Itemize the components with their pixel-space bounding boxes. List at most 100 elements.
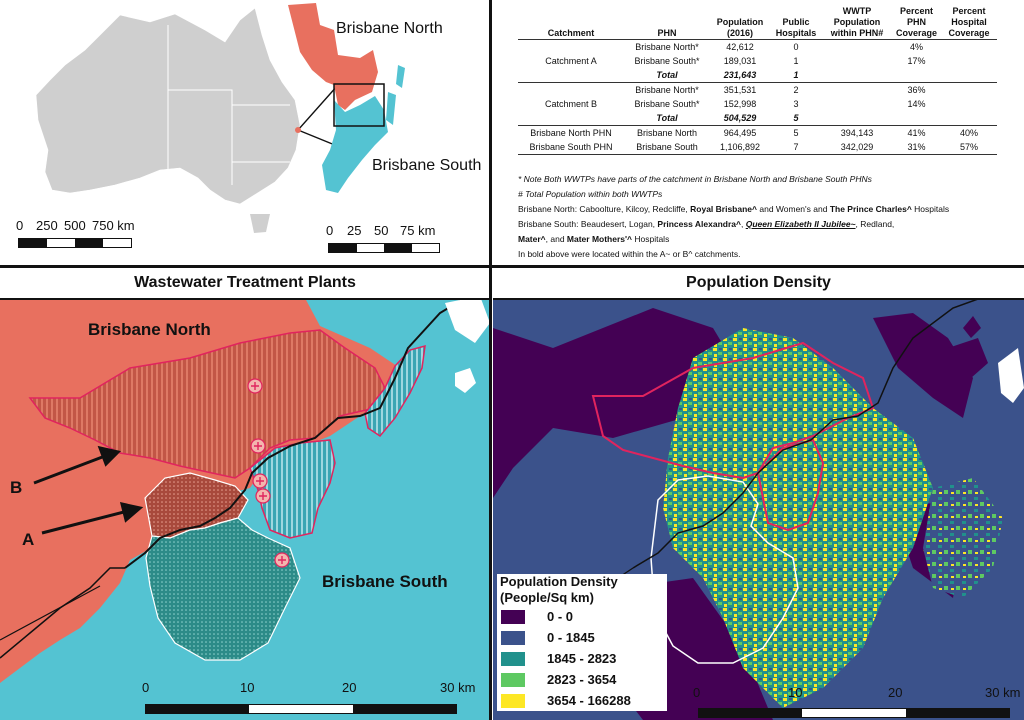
- catchment-a-label: Catchment A: [545, 56, 597, 66]
- legend-item: 0 - 1845: [497, 627, 667, 648]
- overview-scale-left-750: 750 km: [92, 218, 135, 233]
- density-low-zone: [493, 308, 743, 498]
- table-cell: 3: [793, 99, 799, 109]
- catchment-b-east: [364, 344, 426, 437]
- south-coast-line: [0, 567, 125, 659]
- table-row: Total 504,529 5: [518, 111, 997, 126]
- wwtp-scale-30: 30 km: [440, 680, 476, 695]
- table-cell: 40%: [941, 125, 998, 140]
- table-cell: 7: [793, 142, 799, 152]
- table-cell: Brisbane North*: [624, 82, 710, 97]
- internal-borders: [167, 25, 290, 185]
- note-last: In bold above were located within the A~…: [518, 249, 741, 259]
- table-cell: Brisbane North*: [635, 42, 699, 52]
- table-cell: 57%: [960, 142, 979, 152]
- table-cell: 17%: [907, 56, 926, 66]
- arrow-a-head: [119, 502, 144, 523]
- vertical-divider: [489, 0, 492, 720]
- overview-scale-right-75: 75 km: [400, 223, 436, 238]
- wwtp-map: [0, 282, 490, 720]
- density-east-land: [948, 316, 988, 378]
- horizontal-divider: [0, 265, 1024, 268]
- density-scale-0: 0: [693, 685, 701, 700]
- note-south-hospitals: Brisbane South: Beaudesert, Logan, Princ…: [518, 219, 895, 229]
- density-scale-20: 20: [888, 685, 903, 700]
- legend-swatch-3: [501, 672, 525, 687]
- table-cell: [892, 68, 941, 83]
- table-cell: Total: [656, 113, 678, 123]
- table-row: Catchment B Brisbane North* 351,531 2 36…: [518, 82, 998, 126]
- density-scale-10: 10: [788, 685, 803, 700]
- density-catchment-b-outline: [591, 341, 875, 480]
- table-cell: 231,643: [723, 70, 757, 80]
- overview-label-south: Brisbane South: [372, 157, 482, 174]
- tasmania: [250, 214, 270, 233]
- table-cell: Brisbane South: [636, 142, 698, 152]
- table-row: Catchment A Brisbane North* 42,612 0 4%: [518, 40, 997, 66]
- legend-item: 1845 - 2823: [497, 648, 667, 669]
- wwtp-label-b: B: [10, 478, 23, 497]
- wwtp-label-a: A: [22, 530, 35, 549]
- overview-scale-right-0: 0: [326, 223, 334, 238]
- density-low-zone-2: [873, 313, 973, 418]
- legend-item: 3654 - 166288: [497, 690, 667, 711]
- pointer-line-north: [297, 84, 339, 131]
- table-cell: 5: [793, 113, 799, 123]
- catchment-table: Catchment PHN Population (2016) Public H…: [518, 6, 998, 155]
- australia-map: [35, 3, 405, 233]
- note-2: # Total Population within both WWTPs: [518, 189, 663, 199]
- note-south-hospitals-cont: Mater^, and Mater Mothers'^ Hospitals: [518, 234, 670, 244]
- legend-title-1: Population Density: [500, 574, 618, 589]
- note-north-hospitals: Brisbane North: Caboolture, Kilcoy, Redc…: [518, 204, 950, 214]
- legend-swatch-4: [501, 693, 525, 708]
- table-cell: Brisbane North PHN: [518, 125, 624, 140]
- table-row: Total 231,643 1: [518, 68, 997, 83]
- col-header-hospital-coverage: Percent Hospital Coverage: [941, 6, 998, 40]
- table-cell: [822, 54, 892, 68]
- table-cell: 41%: [892, 125, 942, 140]
- table-cell: Brisbane South*: [634, 56, 700, 66]
- table-cell: [941, 97, 997, 111]
- overview-label-north: Brisbane North: [336, 20, 443, 37]
- table-cell: 1: [793, 70, 799, 80]
- table-notes: * Note Both WWTPs have parts of the catc…: [518, 172, 1018, 262]
- wwtp-map-panel: Wastewater Treatment Plants Brisbane Nor…: [0, 268, 490, 720]
- table-cell: 152,998: [723, 99, 757, 109]
- table-cell: 351,531: [710, 82, 770, 97]
- table-cell: 189,031: [723, 56, 757, 66]
- brisbane-dot: [295, 127, 301, 133]
- col-header-hospitals: Public Hospitals: [770, 6, 822, 40]
- table-cell: 5: [770, 125, 822, 140]
- wwtp-scale-20: 20: [342, 680, 357, 695]
- diagonal-boundary: [0, 585, 101, 641]
- table-cell: 4%: [910, 42, 924, 52]
- catchment-b-label: Catchment B: [518, 82, 624, 126]
- table-header-row: Catchment PHN Population (2016) Public H…: [518, 6, 998, 40]
- wwtp-scale-bar: [145, 704, 457, 714]
- table-cell: 964,495: [710, 125, 770, 140]
- table-cell: 342,029: [840, 142, 874, 152]
- table-cell: Brisbane South*: [634, 99, 700, 109]
- river-line: [124, 282, 490, 569]
- col-header-phn: PHN: [624, 6, 710, 40]
- table-cell: [822, 40, 892, 55]
- table-cell: [941, 54, 997, 68]
- table-row: Brisbane North PHN Brisbane North 964,49…: [518, 125, 998, 140]
- overview-scale-right-50: 50: [374, 223, 389, 238]
- density-suburban: [923, 478, 1003, 598]
- col-header-population: Population (2016): [710, 6, 770, 40]
- catchment-a-south: [145, 517, 301, 661]
- table-cell: 36%: [892, 82, 942, 97]
- overview-scale-bar-left: [18, 238, 132, 248]
- density-scale-swatch: [673, 686, 691, 698]
- note-1: * Note Both WWTPs have parts of the catc…: [518, 174, 872, 184]
- legend-swatch-1: [501, 630, 525, 645]
- overview-scale-bar-right: [328, 243, 440, 253]
- density-river-line: [632, 289, 1004, 569]
- density-scale-30: 30 km: [985, 685, 1021, 700]
- legend-swatch-2: [501, 651, 525, 666]
- wwtp-label-north: Brisbane North: [88, 320, 211, 339]
- density-map-panel: Population Density Population Density (P…: [493, 268, 1024, 720]
- table-cell: [822, 68, 892, 83]
- table-cell: [941, 68, 997, 83]
